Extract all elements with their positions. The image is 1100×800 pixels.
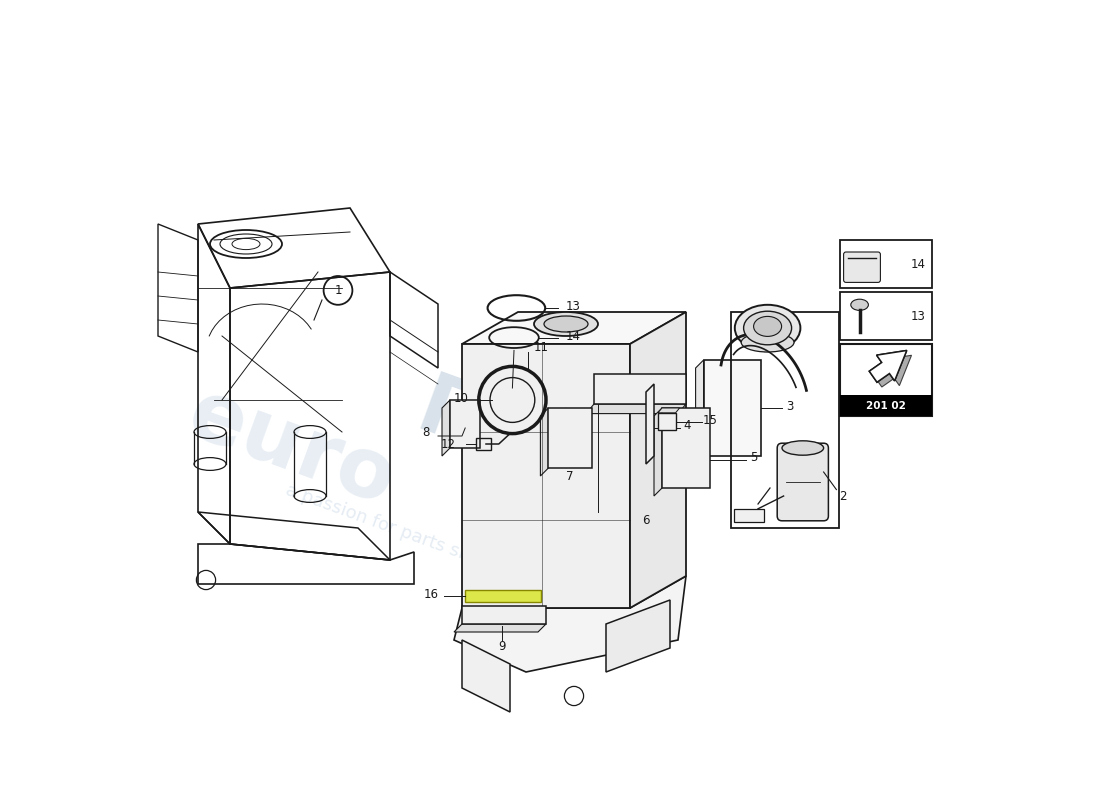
- Polygon shape: [869, 350, 906, 382]
- Ellipse shape: [754, 317, 782, 336]
- Text: 5: 5: [750, 451, 758, 464]
- Polygon shape: [630, 312, 686, 608]
- Ellipse shape: [744, 311, 792, 345]
- Polygon shape: [586, 404, 686, 414]
- FancyBboxPatch shape: [450, 400, 481, 448]
- FancyBboxPatch shape: [594, 374, 686, 404]
- Polygon shape: [658, 408, 680, 413]
- Text: 6: 6: [642, 514, 650, 526]
- Polygon shape: [462, 344, 630, 608]
- Ellipse shape: [741, 333, 794, 352]
- Text: 1: 1: [334, 284, 342, 297]
- FancyBboxPatch shape: [658, 413, 675, 430]
- Ellipse shape: [850, 299, 868, 310]
- Text: 10: 10: [453, 392, 469, 405]
- Text: euro: euro: [177, 374, 406, 522]
- Polygon shape: [869, 350, 906, 382]
- Ellipse shape: [782, 441, 824, 455]
- Polygon shape: [606, 600, 670, 672]
- Text: 12: 12: [441, 438, 455, 450]
- Polygon shape: [462, 312, 686, 344]
- Polygon shape: [454, 624, 546, 632]
- Text: 3: 3: [786, 400, 794, 413]
- Text: 9: 9: [498, 640, 506, 653]
- Polygon shape: [654, 408, 662, 496]
- FancyBboxPatch shape: [734, 509, 764, 522]
- Text: 11: 11: [534, 341, 549, 354]
- Text: 16: 16: [425, 588, 439, 601]
- FancyBboxPatch shape: [462, 606, 546, 624]
- Polygon shape: [695, 360, 704, 464]
- Text: 8: 8: [422, 426, 430, 438]
- FancyBboxPatch shape: [549, 408, 593, 468]
- FancyBboxPatch shape: [704, 360, 761, 456]
- Text: 14: 14: [910, 258, 925, 270]
- Polygon shape: [540, 408, 549, 476]
- Text: 2: 2: [839, 490, 847, 502]
- FancyBboxPatch shape: [778, 443, 828, 521]
- Polygon shape: [646, 384, 654, 464]
- Ellipse shape: [735, 305, 801, 351]
- Text: 13: 13: [566, 300, 581, 313]
- Polygon shape: [874, 355, 912, 387]
- Text: 13: 13: [911, 310, 925, 322]
- Polygon shape: [442, 400, 450, 456]
- Text: 7: 7: [566, 470, 574, 482]
- Text: 201 02: 201 02: [866, 401, 905, 410]
- FancyBboxPatch shape: [465, 590, 541, 602]
- Polygon shape: [462, 640, 510, 712]
- Ellipse shape: [534, 312, 598, 336]
- FancyBboxPatch shape: [662, 408, 710, 488]
- Ellipse shape: [544, 316, 588, 332]
- Text: Parts: Parts: [406, 368, 664, 528]
- Text: 14: 14: [566, 330, 581, 342]
- FancyBboxPatch shape: [839, 395, 932, 416]
- FancyBboxPatch shape: [844, 252, 880, 282]
- Text: 4: 4: [684, 419, 692, 432]
- Text: 15: 15: [703, 414, 717, 426]
- Text: a passion for parts since 1985: a passion for parts since 1985: [283, 481, 546, 591]
- Polygon shape: [454, 576, 686, 672]
